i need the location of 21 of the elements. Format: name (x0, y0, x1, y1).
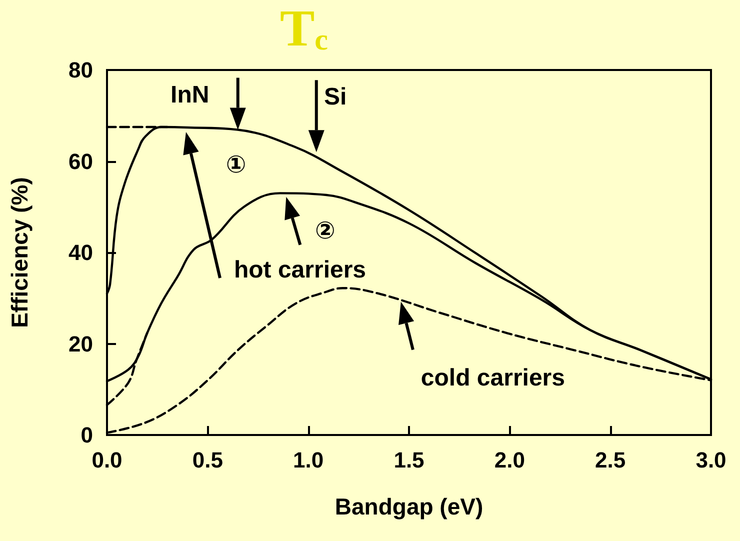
y-tick-label: 0 (80, 422, 93, 448)
y-tick-label: 60 (68, 148, 93, 174)
x-tick-label: 2.0 (494, 448, 525, 472)
annotation: cold carriers (420, 364, 565, 392)
x-axis-title: Bandgap (eV) (334, 494, 484, 520)
annotation: ② (315, 217, 336, 244)
y-tick-label: 80 (68, 58, 93, 82)
x-tick-label: 0.0 (92, 448, 122, 472)
y-tick-label: 40 (68, 240, 93, 265)
annotation: ① (226, 152, 246, 178)
y-tick-label: 20 (68, 331, 93, 356)
x-tick-label: 0.5 (192, 448, 223, 472)
x-tick-label: 1.5 (394, 448, 424, 472)
x-tick-label: 3.0 (696, 448, 726, 472)
x-tick-label: 2.5 (595, 448, 626, 472)
chart-title: Tc (280, 0, 328, 58)
annotation: hot carriers (234, 256, 366, 284)
annotation: Si (324, 84, 347, 111)
y-axis-title: Efficiency (%) (6, 177, 32, 328)
x-tick-label: 1.0 (293, 448, 324, 472)
annotation: InN (170, 81, 210, 108)
